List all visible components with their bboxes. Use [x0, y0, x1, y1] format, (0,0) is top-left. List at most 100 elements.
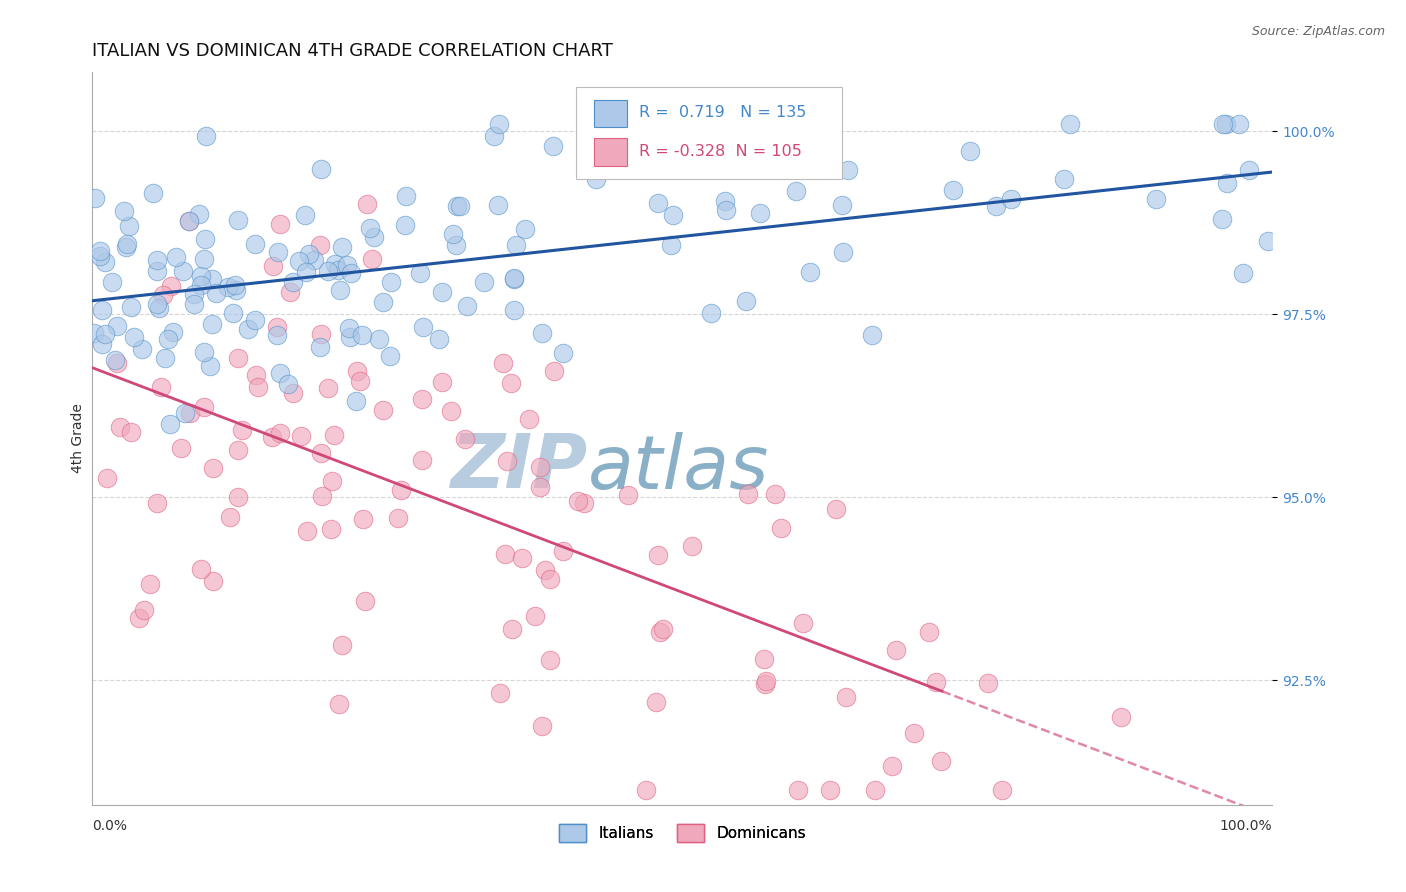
Point [1000, 192, 1022, 206]
Point [495, 547, 517, 561]
Point [139, 577, 162, 591]
FancyBboxPatch shape [576, 87, 842, 178]
Point [380, 275, 402, 289]
Point [152, 288, 174, 302]
Point [412, 319, 434, 334]
FancyBboxPatch shape [593, 100, 627, 128]
Point [159, 417, 181, 431]
Point [308, 341, 330, 355]
Point [510, 551, 533, 566]
Point [346, 394, 368, 409]
Point [225, 283, 247, 297]
Point [651, 622, 673, 636]
Point [328, 697, 350, 711]
Point [538, 653, 561, 667]
Point [337, 320, 360, 334]
Point [502, 271, 524, 285]
Point [752, 652, 775, 666]
Point [959, 145, 981, 159]
Point [831, 198, 853, 212]
Point [734, 293, 756, 308]
Point [529, 460, 551, 475]
Point [145, 264, 167, 278]
Point [90, 337, 112, 351]
Point [194, 232, 217, 246]
Point [183, 287, 205, 301]
Point [114, 240, 136, 254]
Point [290, 429, 312, 443]
Point [530, 719, 553, 733]
Point [572, 496, 595, 510]
Point [553, 346, 575, 360]
Text: Source: ZipAtlas.com: Source: ZipAtlas.com [1251, 25, 1385, 38]
Point [346, 364, 368, 378]
Point [281, 275, 304, 289]
Point [430, 376, 453, 390]
Point [165, 250, 187, 264]
Point [201, 272, 224, 286]
Point [283, 386, 305, 401]
Point [193, 400, 215, 414]
Point [714, 194, 737, 209]
Point [837, 162, 859, 177]
Point [553, 544, 575, 558]
Point [763, 487, 786, 501]
Point [530, 326, 553, 340]
Point [990, 783, 1012, 797]
Point [217, 280, 239, 294]
Point [316, 381, 339, 395]
Point [818, 783, 841, 797]
Point [146, 496, 169, 510]
Point [441, 227, 464, 241]
FancyBboxPatch shape [593, 138, 627, 166]
Point [190, 277, 212, 292]
Point [411, 453, 433, 467]
Point [195, 129, 218, 144]
Point [190, 269, 212, 284]
Point [311, 489, 333, 503]
Text: atlas: atlas [588, 432, 769, 504]
Point [533, 563, 555, 577]
Point [288, 254, 311, 268]
Point [309, 327, 332, 342]
Point [198, 359, 221, 373]
Text: ZIP: ZIP [451, 432, 588, 504]
Point [411, 392, 433, 407]
Y-axis label: 4th Grade: 4th Grade [72, 403, 86, 474]
Point [309, 161, 332, 176]
Point [260, 430, 283, 444]
Point [430, 285, 453, 300]
Text: ITALIAN VS DOMINICAN 4TH GRADE CORRELATION CHART: ITALIAN VS DOMINICAN 4TH GRADE CORRELATI… [93, 42, 613, 60]
Point [505, 238, 527, 252]
Point [108, 420, 131, 434]
Point [456, 300, 478, 314]
Point [101, 276, 124, 290]
Point [488, 117, 510, 131]
Point [1215, 177, 1237, 191]
Text: R = -0.328  N = 105: R = -0.328 N = 105 [638, 144, 801, 159]
Point [245, 237, 267, 252]
Point [446, 199, 468, 213]
Point [280, 285, 302, 299]
Point [1144, 192, 1167, 206]
Point [799, 265, 821, 279]
Point [356, 197, 378, 211]
Text: 100.0%: 100.0% [1220, 820, 1272, 833]
Point [1239, 163, 1261, 178]
Point [449, 199, 471, 213]
Point [754, 676, 776, 690]
Point [322, 427, 344, 442]
Point [128, 611, 150, 625]
Point [929, 754, 952, 768]
Point [489, 685, 512, 699]
Point [187, 206, 209, 220]
Point [352, 512, 374, 526]
Point [1227, 117, 1250, 131]
Point [131, 342, 153, 356]
Point [190, 562, 212, 576]
Point [647, 548, 669, 562]
Point [302, 253, 325, 268]
Point [132, 602, 155, 616]
Point [538, 572, 561, 586]
Point [524, 609, 547, 624]
